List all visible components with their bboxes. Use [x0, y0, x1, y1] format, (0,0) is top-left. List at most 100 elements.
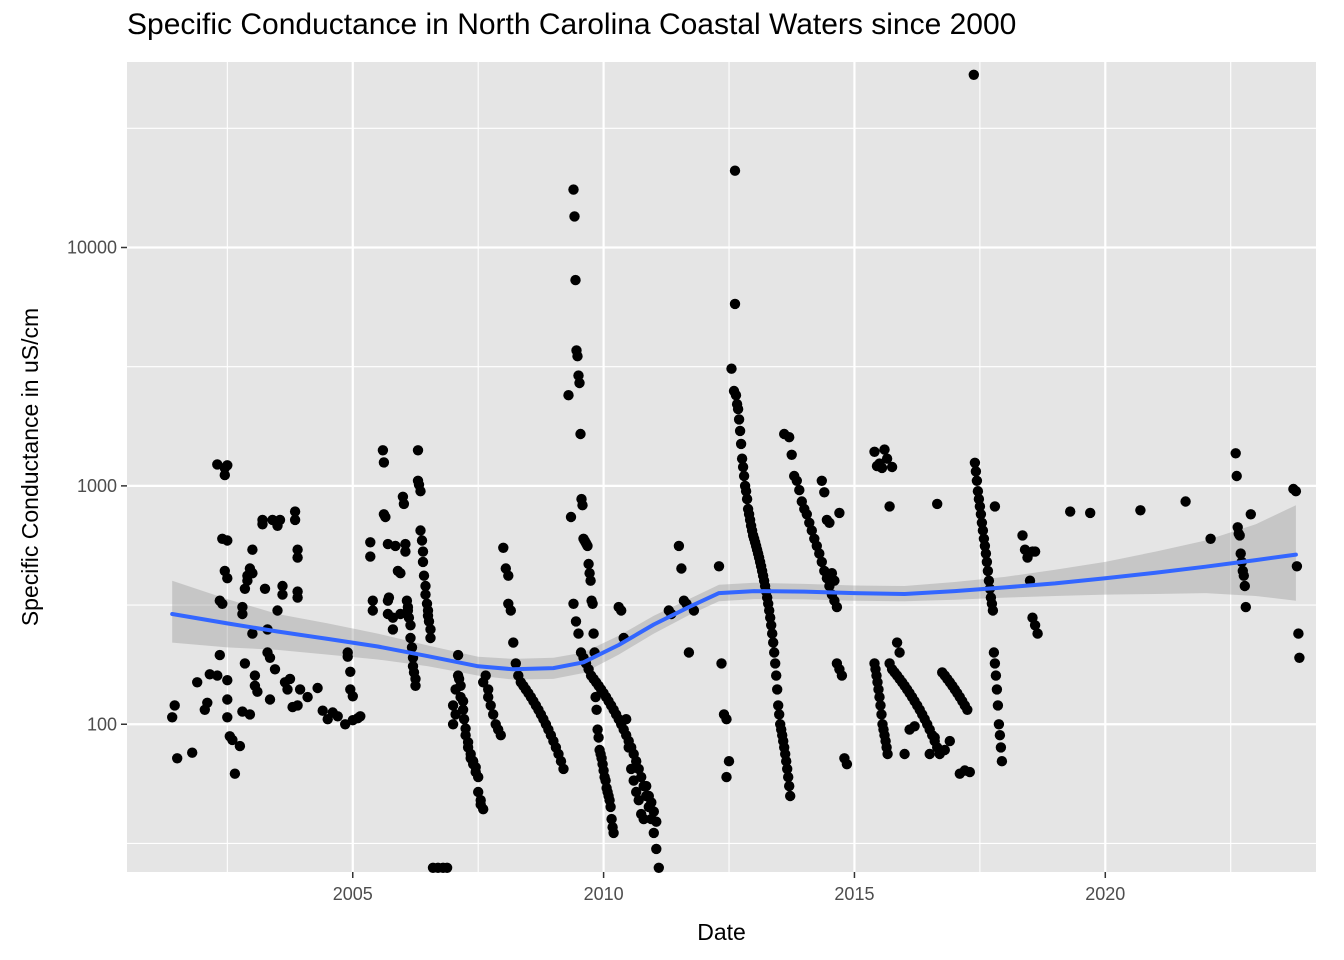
data-point — [458, 714, 470, 725]
x-tick-label: 2010 — [584, 884, 624, 904]
data-point — [587, 598, 598, 609]
data-point — [450, 709, 461, 720]
data-point — [212, 670, 223, 681]
x-axis-title: Date — [697, 919, 746, 945]
data-point — [875, 700, 886, 711]
data-point — [996, 756, 1008, 767]
data-point — [899, 748, 910, 760]
data-point — [716, 658, 727, 669]
data-point — [583, 558, 594, 570]
data-point — [412, 445, 424, 456]
data-point — [1135, 505, 1146, 516]
data-point — [217, 598, 228, 609]
data-point — [741, 493, 753, 505]
data-point — [247, 568, 258, 579]
data-point — [380, 511, 391, 523]
data-point — [740, 486, 752, 497]
data-point — [390, 540, 401, 552]
data-point — [365, 551, 376, 562]
data-point — [816, 556, 827, 568]
data-point — [971, 475, 983, 486]
data-point — [365, 537, 376, 548]
data-point — [723, 756, 735, 767]
data-point — [257, 519, 268, 530]
data-point — [735, 438, 747, 450]
data-point — [202, 697, 213, 708]
data-point — [841, 759, 853, 770]
data-point — [608, 827, 619, 839]
x-tick-label: 2020 — [1085, 884, 1125, 904]
data-point — [592, 724, 603, 735]
data-point — [869, 446, 880, 457]
data-point — [400, 546, 411, 557]
data-point — [563, 390, 574, 401]
data-point — [400, 538, 411, 550]
data-point — [628, 775, 639, 786]
data-point — [783, 771, 794, 783]
data-point — [187, 747, 198, 758]
minor-gridlines — [127, 62, 1316, 872]
data-point — [770, 658, 781, 669]
data-point — [794, 484, 805, 496]
data-point — [395, 568, 406, 579]
data-point — [982, 565, 994, 577]
data-point — [332, 711, 343, 722]
data-point — [219, 469, 230, 481]
data-point — [558, 763, 569, 775]
data-point — [773, 700, 784, 711]
data-point — [729, 165, 741, 176]
y-tick-label: 10000 — [67, 237, 117, 257]
axis-ticks: 2005 2010 2015 2020 100 1000 10000 — [67, 237, 1125, 904]
data-point — [247, 628, 258, 639]
data-point — [455, 680, 466, 691]
data-point — [505, 605, 516, 616]
data-point — [222, 535, 233, 546]
data-point — [874, 691, 885, 703]
data-point — [829, 575, 840, 586]
data-point — [367, 595, 378, 606]
data-point — [222, 694, 233, 705]
data-point — [732, 403, 744, 415]
data-point — [488, 709, 499, 720]
data-point — [886, 461, 898, 473]
data-point — [988, 647, 1000, 658]
data-point — [237, 601, 248, 613]
data-point — [289, 514, 301, 526]
data-point — [252, 686, 263, 697]
data-point — [355, 711, 366, 722]
data-point — [980, 548, 992, 559]
data-point — [781, 756, 792, 767]
data-point — [222, 675, 233, 686]
data-point — [734, 425, 746, 437]
data-point — [1205, 533, 1216, 544]
data-point — [282, 684, 293, 695]
data-point — [415, 525, 426, 536]
x-tick-label: 2005 — [333, 884, 373, 904]
data-point — [405, 632, 416, 644]
data-point — [979, 540, 991, 552]
data-point — [340, 719, 351, 730]
data-point — [1032, 628, 1043, 639]
data-point — [633, 763, 644, 775]
data-point — [302, 691, 313, 703]
data-point — [447, 719, 459, 730]
data-point — [572, 351, 583, 362]
data-point — [801, 509, 812, 520]
data-point — [503, 570, 514, 581]
data-point — [480, 670, 491, 681]
data-point — [575, 428, 586, 440]
data-point — [1245, 509, 1257, 520]
data-point — [924, 748, 935, 760]
points-layer — [167, 69, 1305, 873]
data-point — [995, 742, 1007, 753]
data-point — [452, 649, 464, 661]
data-point — [648, 806, 659, 817]
data-point — [786, 449, 797, 460]
data-point — [264, 652, 276, 663]
data-point — [485, 700, 496, 711]
chart-title: Specific Conductance in North Carolina C… — [127, 8, 1017, 41]
data-point — [292, 552, 303, 563]
data-point — [292, 700, 303, 711]
data-point — [983, 575, 995, 586]
